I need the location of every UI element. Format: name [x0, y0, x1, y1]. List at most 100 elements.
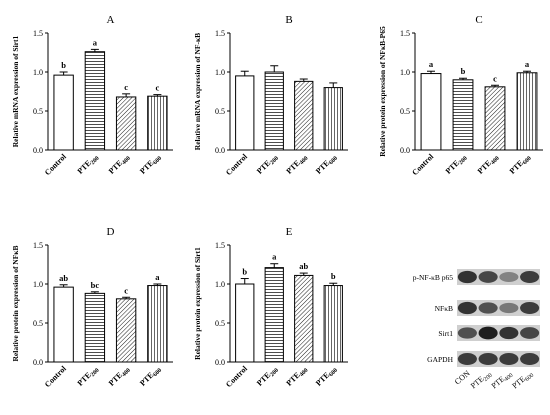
y-tick-label: 1.5 [215, 241, 225, 250]
bar-control [235, 75, 255, 151]
blot-lane-label: PTE600 [510, 369, 535, 392]
y-tick-label: 1.0 [215, 68, 225, 77]
significance-label: ab [299, 261, 308, 271]
x-tick-label: PTE600 [314, 152, 339, 177]
blot-row-label: GAPDH [427, 355, 453, 364]
blot-strip [457, 325, 540, 341]
panel-label: B [285, 14, 292, 26]
significance-label: b [61, 60, 66, 70]
x-tick-label: PTE600 [314, 364, 339, 389]
significance-label: a [272, 252, 277, 262]
x-tick-label: PTE400 [107, 364, 132, 389]
y-axis-label: Relative protein expression of Sirt1 [193, 247, 202, 360]
blot-band [520, 353, 540, 365]
blot-lane-label: PTE400 [490, 369, 515, 392]
western-blot: p-NF-κB p65NFκBSirt1GAPDHCONPTE200PTE400… [413, 269, 540, 392]
x-tick-label: PTE400 [107, 152, 132, 177]
y-tick-label: 0.5 [215, 107, 225, 116]
y-tick-label: 0.5 [33, 319, 43, 328]
x-tick-label: PTE600 [138, 152, 163, 177]
panel-label: E [286, 226, 293, 238]
y-tick-label: 0.5 [400, 107, 410, 116]
x-tick-label: PTE200 [255, 364, 280, 389]
panel-label: A [107, 14, 115, 26]
blot-lane-label: PTE200 [469, 369, 494, 392]
blot-band [478, 271, 498, 283]
blot-band [520, 271, 540, 283]
y-tick-label: 1.0 [33, 280, 43, 289]
x-tick-label: PTE400 [476, 152, 501, 177]
bar-pte200 [264, 267, 284, 363]
chart-panel-b: B 0.0 0.5 1.0 1.5 Relative mRNA expression of… [193, 14, 348, 177]
bar-pte600 [147, 95, 168, 151]
chart-panel-e: E 0.0 0.5 1.0 1.5 Relative protein expression… [193, 226, 348, 389]
blot-row: p-NF-κB p65 [413, 269, 540, 285]
significance-label: c [493, 73, 497, 83]
blot-row-label: NFκB [435, 304, 453, 313]
blot-band [499, 302, 519, 314]
blot-row: NFκB [435, 300, 540, 316]
blot-row: Sirt1 [438, 325, 540, 341]
blot-band [457, 301, 477, 315]
y-tick-label: 1.5 [33, 241, 43, 250]
significance-label: ab [59, 273, 68, 283]
bar-pte400 [484, 86, 506, 151]
y-axis-label: Relative protein expression of NFκB [11, 246, 20, 362]
bar-pte600 [147, 285, 168, 363]
y-tick-label: 1.0 [33, 68, 43, 77]
significance-label: a [93, 37, 98, 47]
y-tick-label: 1.5 [215, 29, 225, 38]
blot-band [457, 327, 477, 339]
chart-panel-c: C 0.0 0.5 1.0 1.5 Relative protein expression… [378, 14, 543, 177]
blot-band [520, 302, 540, 314]
x-tick-label: PTE600 [138, 364, 163, 389]
bar-control [53, 74, 74, 151]
y-tick-label: 0.5 [215, 319, 225, 328]
blot-band [520, 327, 540, 339]
x-tick-label: Control [224, 364, 250, 390]
bar-pte400 [294, 274, 314, 363]
y-axis-label: Relative mRNA expression of Sirt1 [11, 35, 20, 147]
significance-label: b [461, 66, 466, 76]
significance-label: b [331, 271, 336, 281]
significance-label: c [124, 285, 128, 295]
y-tick-label: 1.0 [215, 280, 225, 289]
bar-control [235, 283, 255, 363]
x-tick-label: PTE400 [284, 152, 309, 177]
y-tick-label: 0.0 [33, 358, 43, 367]
y-tick-label: 1.0 [400, 68, 410, 77]
blot-band [499, 353, 519, 365]
blot-strip [457, 351, 540, 367]
y-tick-label: 0.0 [400, 146, 410, 155]
x-tick-label: Control [224, 152, 250, 178]
chart-panel-a: A 0.0 0.5 1.0 1.5 Relative mRNA expression of… [11, 14, 173, 177]
bar-pte600 [516, 72, 538, 151]
x-tick-label: PTE200 [444, 152, 469, 177]
y-tick-label: 0.0 [215, 146, 225, 155]
significance-label: b [242, 267, 247, 277]
bar-pte400 [115, 298, 137, 363]
y-tick-label: 1.5 [400, 29, 410, 38]
y-axis-label: Relative mRNA expression of NF-κB [193, 33, 202, 150]
blot-band [499, 272, 519, 282]
blot-strip [457, 269, 540, 285]
blot-row: GAPDH [427, 351, 540, 367]
blot-band [478, 353, 498, 365]
bar-pte200 [452, 79, 474, 151]
bar-pte600 [323, 87, 343, 151]
x-tick-label: PTE200 [76, 152, 101, 177]
bar-pte400 [115, 96, 137, 151]
significance-label: a [429, 59, 434, 69]
blot-band [478, 302, 498, 314]
blot-band [457, 270, 477, 284]
significance-label: bc [91, 280, 100, 290]
bar-pte400 [294, 80, 314, 151]
charts-layer: A 0.0 0.5 1.0 1.5 Relative mRNA expression of… [11, 14, 543, 389]
chart-panel-d: D 0.0 0.5 1.0 1.5 Relative protein expression… [11, 226, 173, 389]
x-tick-label: PTE200 [255, 152, 280, 177]
blot-row-label: Sirt1 [438, 329, 453, 338]
bar-pte600 [323, 285, 343, 363]
significance-label: c [124, 82, 128, 92]
y-tick-label: 1.5 [33, 29, 43, 38]
